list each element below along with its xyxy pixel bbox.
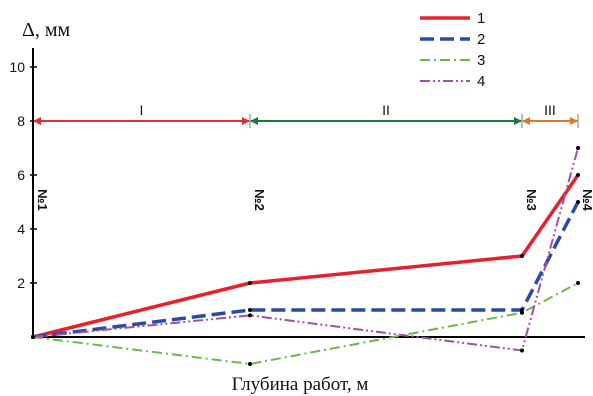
station-label: №3 xyxy=(524,189,539,211)
station-labels: №1 №2 №3 №4 xyxy=(35,189,593,211)
series-line-4 xyxy=(32,147,579,352)
data-point xyxy=(576,281,580,285)
data-point xyxy=(520,310,524,315)
data-point xyxy=(520,254,524,258)
zone-label: I xyxy=(140,102,144,118)
zones: I II III xyxy=(33,102,579,128)
y-tick-label: 6 xyxy=(17,167,25,183)
data-point xyxy=(576,146,580,150)
data-point xyxy=(248,281,252,285)
zone-label: II xyxy=(382,102,390,118)
x-axis-label: Глубина работ, м xyxy=(232,374,369,395)
y-axis-label: Δ, мм xyxy=(22,19,71,41)
data-point xyxy=(248,362,252,366)
legend: 1 2 3 4 xyxy=(420,10,485,90)
legend-label: 3 xyxy=(477,52,485,69)
data-point xyxy=(248,308,252,312)
data-point xyxy=(576,173,580,177)
station-label: №1 xyxy=(35,189,50,211)
series-line-2 xyxy=(32,201,580,339)
station-label: №2 xyxy=(252,189,267,211)
y-tick-label: 8 xyxy=(17,113,25,129)
series-line-3 xyxy=(32,282,579,365)
zone-label: III xyxy=(544,102,556,118)
series-lines xyxy=(31,146,580,366)
data-point xyxy=(520,348,524,353)
axes: 2 4 6 8 10 xyxy=(9,48,585,338)
data-point xyxy=(576,200,580,204)
legend-label: 1 xyxy=(477,10,485,27)
legend-label: 2 xyxy=(477,31,485,48)
legend-label: 4 xyxy=(477,73,485,90)
station-label: №4 xyxy=(580,189,593,211)
series-line-1 xyxy=(32,174,580,339)
y-tick-label: 4 xyxy=(17,221,25,237)
data-point xyxy=(248,313,252,318)
data-point xyxy=(31,335,35,339)
y-tick-label: 10 xyxy=(9,59,25,75)
y-tick-label: 2 xyxy=(17,275,25,291)
